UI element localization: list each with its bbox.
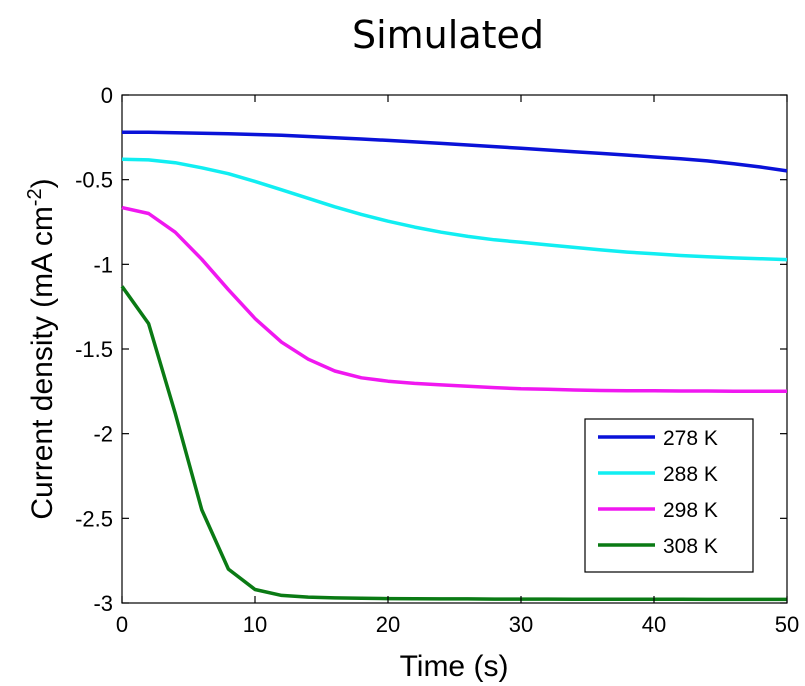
y-tick-label: -3 bbox=[93, 591, 113, 616]
legend-label-1: 288 K bbox=[663, 463, 718, 486]
x-tick-label: 30 bbox=[509, 612, 533, 637]
legend-items: 278 K 288 K 298 K 308 K bbox=[598, 427, 718, 558]
x-tick-label: 10 bbox=[243, 612, 267, 637]
series-layer bbox=[120, 130, 788, 602]
series-line-1 bbox=[121, 157, 788, 262]
chart-title: Simulated bbox=[352, 13, 544, 57]
ticks-layer: 0 10 20 30 40 50 0 -0.5 -1 -1.5 -2 -2.5 -3 bbox=[75, 83, 799, 637]
y-tick-label: -0.5 bbox=[75, 168, 113, 193]
x-tick-label: 40 bbox=[642, 612, 666, 637]
y-tick-label: -1.5 bbox=[75, 337, 113, 362]
series-line-2 bbox=[121, 205, 788, 394]
y-axis-title: Current density (mA cm-2) bbox=[24, 178, 59, 519]
y-tick-label: -1 bbox=[93, 252, 113, 277]
y-axis-title-main: Current density (mA cm bbox=[26, 206, 59, 519]
y-axis-title-superscript: -2 bbox=[24, 188, 46, 206]
y-tick-label: 0 bbox=[101, 83, 113, 108]
y-tick-label: -2.5 bbox=[75, 506, 113, 531]
x-tick-label: 0 bbox=[116, 612, 128, 637]
y-tick-label: -2 bbox=[93, 422, 113, 447]
legend: 278 K 288 K 298 K 308 K bbox=[584, 418, 754, 573]
series-line-3 bbox=[120, 285, 787, 602]
x-axis-title: Time (s) bbox=[400, 650, 509, 683]
series-line-0 bbox=[122, 130, 788, 173]
x-tick-label: 50 bbox=[775, 612, 799, 637]
y-axis-title-close: ) bbox=[26, 178, 59, 188]
x-tick-label: 20 bbox=[376, 612, 400, 637]
legend-label-3: 308 K bbox=[663, 535, 718, 558]
plot-area: 0 10 20 30 40 50 0 -0.5 -1 -1.5 -2 -2.5 -3 bbox=[75, 83, 799, 637]
legend-label-0: 278 K bbox=[663, 427, 718, 450]
legend-label-2: 298 K bbox=[663, 499, 718, 522]
